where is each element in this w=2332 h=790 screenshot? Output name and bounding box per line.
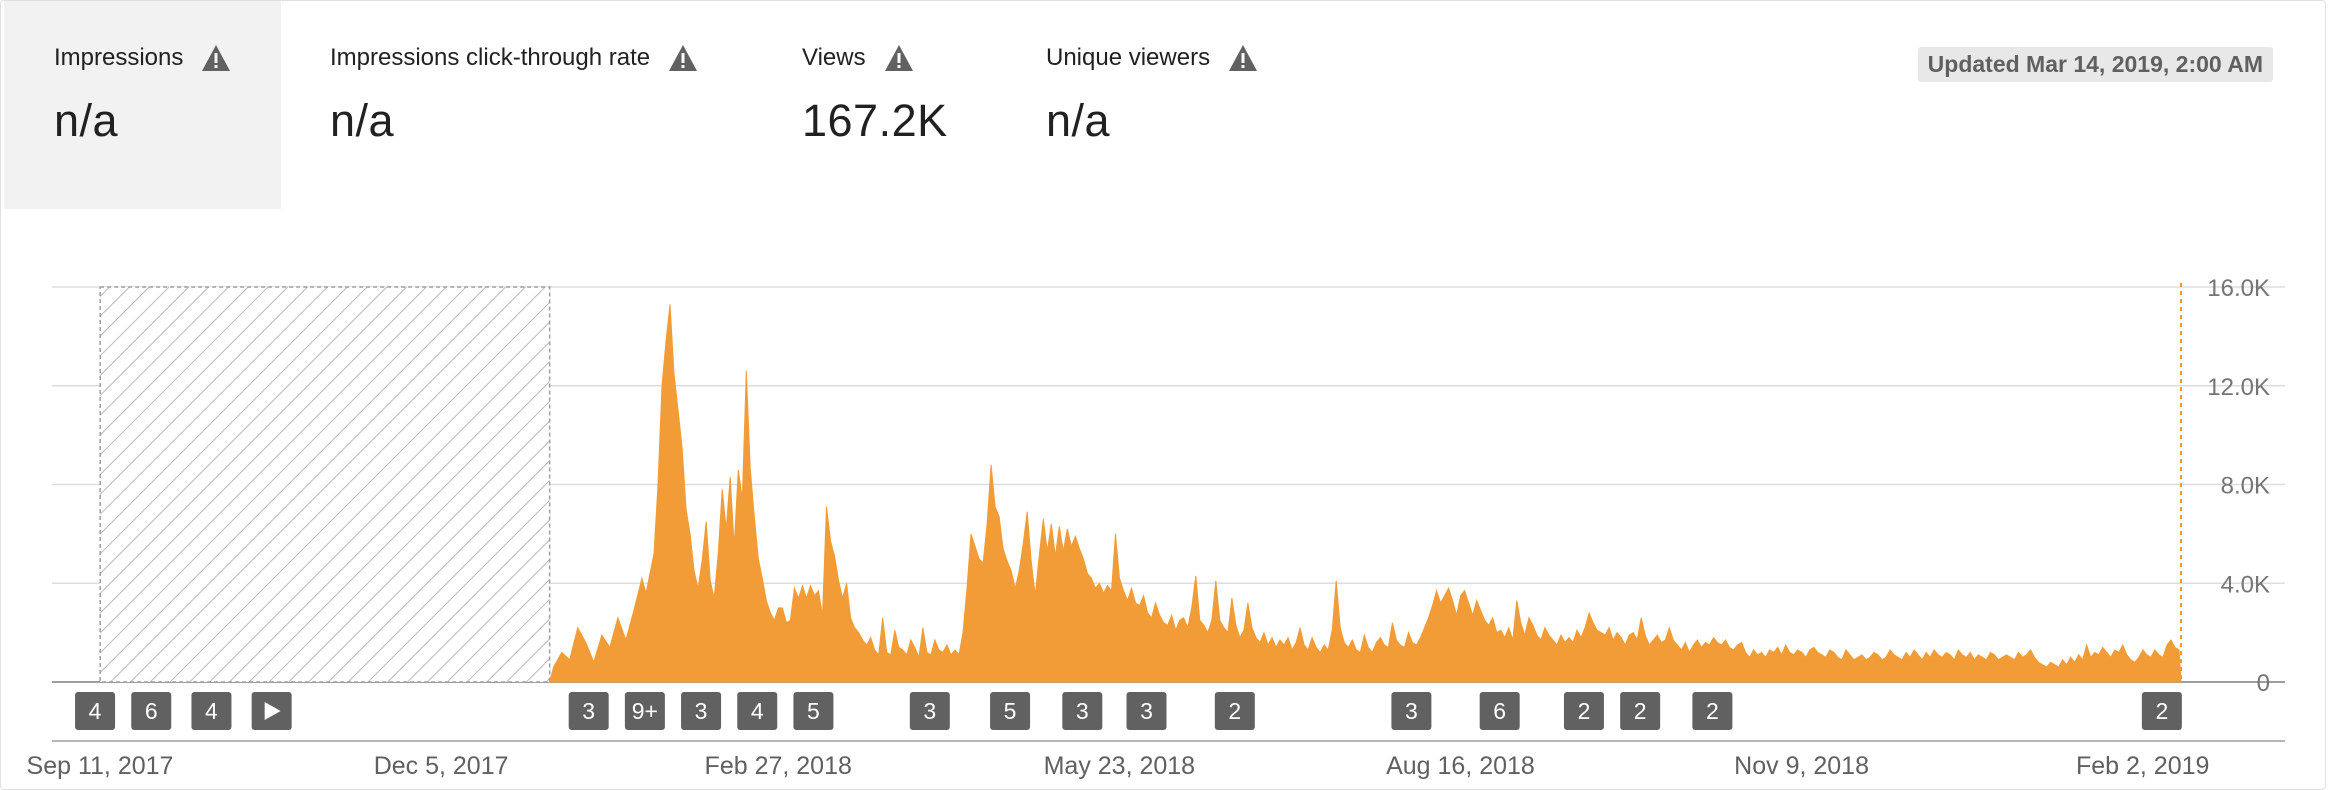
event-marker[interactable]: 5 — [793, 692, 834, 730]
marker-box — [1391, 692, 1432, 730]
updated-timestamp: Updated Mar 14, 2019, 2:00 AM — [1917, 47, 2273, 82]
marker-box — [1620, 692, 1661, 730]
marker-box — [909, 692, 950, 730]
event-marker[interactable]: 2 — [1620, 692, 1661, 730]
y-axis: 16.0K 12.0K 8.0K 4.0K 0 — [2207, 275, 2270, 697]
event-marker[interactable]: 4 — [75, 692, 116, 730]
event-marker[interactable]: 3 — [1126, 692, 1167, 730]
y-tick-label: 4.0K — [2221, 571, 2270, 598]
event-markers: 4 6 4 3 9+ 3 4 5 3 5 3 3 2 3 6 2 2 2 2 — [75, 692, 2182, 730]
marker-count: 4 — [751, 698, 764, 724]
event-marker[interactable]: 5 — [990, 692, 1031, 730]
marker-box — [737, 692, 778, 730]
event-marker[interactable]: 3 — [909, 692, 950, 730]
event-marker[interactable]: 2 — [1214, 692, 1255, 730]
play-icon — [264, 702, 281, 720]
x-axis: Sep 11, 2017 Dec 5, 2017 Feb 27, 2018 May 2… — [27, 740, 2285, 780]
warning-icon — [1229, 45, 1258, 71]
views-series — [548, 283, 2182, 683]
event-marker[interactable]: 2 — [1692, 692, 1733, 730]
event-marker[interactable]: 6 — [131, 692, 172, 730]
marker-play[interactable] — [251, 692, 292, 730]
metric-value: 167.2K — [802, 95, 948, 146]
marker-box — [75, 692, 116, 730]
metric-label: Views — [802, 44, 866, 71]
y-tick-label: 12.0K — [2207, 374, 2270, 401]
marker-count: 5 — [807, 698, 820, 724]
marker-count: 2 — [1578, 698, 1591, 724]
warning-icon — [669, 45, 698, 71]
marker-box — [1062, 692, 1103, 730]
marker-count: 5 — [1004, 698, 1017, 724]
marker-count: 2 — [1706, 698, 1719, 724]
x-tick-label: Sep 11, 2017 — [27, 752, 174, 780]
marker-count: 2 — [1634, 698, 1647, 724]
x-tick-label: May 23, 2018 — [1044, 752, 1196, 780]
x-tick-label: Nov 9, 2018 — [1734, 752, 1869, 780]
marker-box — [624, 692, 665, 730]
marker-box — [990, 692, 1031, 730]
y-tick-label: 8.0K — [2221, 473, 2270, 500]
metric-tab-impressions[interactable]: Impressions n/a — [4, 1, 281, 209]
marker-count: 4 — [89, 698, 102, 724]
metric-value: n/a — [330, 95, 395, 146]
metric-tab-views[interactable]: Views 167.2K — [802, 1, 948, 209]
marker-box — [1479, 692, 1520, 730]
y-tick-label: 0 — [2257, 670, 2270, 697]
x-tick-label: Feb 27, 2018 — [705, 752, 852, 780]
marker-box — [1563, 692, 1604, 730]
marker-box — [131, 692, 172, 730]
unavailable-period — [99, 286, 551, 683]
marker-box — [681, 692, 722, 730]
metric-label: Unique viewers — [1046, 44, 1211, 71]
metric-value: n/a — [1046, 95, 1111, 146]
marker-box — [1126, 692, 1167, 730]
metric-tab-impressions-ctr[interactable]: Impressions click-through rate n/a — [330, 1, 698, 209]
marker-box — [2141, 692, 2182, 730]
no-data-region — [99, 286, 551, 683]
marker-box — [793, 692, 834, 730]
event-marker[interactable]: 2 — [1563, 692, 1604, 730]
marker-count: 4 — [205, 698, 218, 724]
event-marker[interactable]: 4 — [737, 692, 778, 730]
event-marker[interactable]: 2 — [2141, 692, 2182, 730]
event-marker[interactable]: 3 — [1391, 692, 1432, 730]
marker-count: 3 — [582, 698, 595, 724]
marker-count: 3 — [1076, 698, 1089, 724]
marker-count: 6 — [145, 698, 158, 724]
metric-tab-unique-viewers[interactable]: Unique viewers n/a — [1046, 1, 1258, 209]
marker-box — [191, 692, 232, 730]
event-marker[interactable]: 9+ — [624, 692, 665, 730]
y-tick-label: 16.0K — [2207, 275, 2270, 302]
marker-box — [1692, 692, 1733, 730]
event-marker[interactable]: 6 — [1479, 692, 1520, 730]
marker-count: 3 — [695, 698, 708, 724]
event-marker[interactable]: 3 — [568, 692, 609, 730]
marker-box — [568, 692, 609, 730]
marker-count: 9+ — [632, 698, 658, 724]
marker-count: 6 — [1493, 698, 1506, 724]
warning-icon — [202, 45, 231, 71]
event-marker[interactable]: 4 — [191, 692, 232, 730]
warning-icon — [884, 45, 913, 71]
marker-count: 3 — [1140, 698, 1153, 724]
metric-value: n/a — [54, 95, 119, 146]
metric-label: Impressions — [54, 44, 184, 71]
x-tick-label: Aug 16, 2018 — [1386, 752, 1535, 780]
event-marker[interactable]: 3 — [1062, 692, 1103, 730]
marker-count: 3 — [923, 698, 936, 724]
views-area — [548, 304, 2182, 683]
event-marker[interactable]: 3 — [681, 692, 722, 730]
marker-count: 2 — [2155, 698, 2168, 724]
x-tick-label: Dec 5, 2017 — [374, 752, 509, 780]
metric-label: Impressions click-through rate — [330, 44, 651, 71]
x-tick-label: Feb 2, 2019 — [2076, 752, 2209, 780]
marker-box — [1214, 692, 1255, 730]
marker-count: 2 — [1228, 698, 1241, 724]
marker-count: 3 — [1405, 698, 1418, 724]
